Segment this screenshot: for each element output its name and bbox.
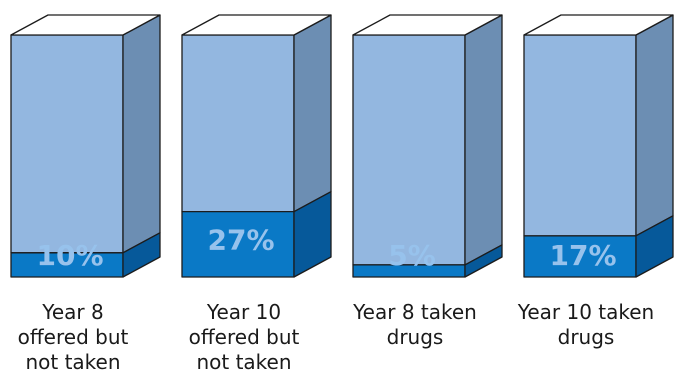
bar-value-label: 10% <box>36 239 103 272</box>
bar-value-side <box>464 244 503 278</box>
bar-top-face <box>10 14 161 36</box>
bar-value-side <box>122 232 161 278</box>
bar-value-label: 17% <box>549 239 616 272</box>
bar-value-label: 5% <box>388 239 436 272</box>
bar-remainder-front <box>352 34 466 266</box>
bar-top-face <box>181 14 332 36</box>
category-label: Year 10 offered but not taken <box>188 300 300 374</box>
bar-value-label: 27% <box>207 224 274 257</box>
bar-remainder-side <box>464 14 503 266</box>
bar-2: 27% <box>181 14 332 278</box>
bar-remainder-front <box>10 34 124 254</box>
bar-value-side <box>293 191 332 278</box>
bar-value-side <box>635 215 674 278</box>
bar-remainder-front <box>523 34 637 237</box>
bar-remainder-side <box>293 14 332 213</box>
bar-remainder-front <box>181 34 295 213</box>
bar-remainder-side <box>122 14 161 254</box>
category-label: Year 8 taken drugs <box>353 300 477 349</box>
bar-top-face <box>352 14 503 36</box>
bar-top-face <box>523 14 674 36</box>
bar-remainder-side <box>635 14 674 237</box>
bar-1: 10% <box>10 14 161 278</box>
bar-3: 5% <box>352 14 503 278</box>
category-label: Year 10 taken drugs <box>517 300 655 349</box>
category-label: Year 8 offered but not taken <box>17 300 129 374</box>
bar-4: 17% <box>523 14 674 278</box>
